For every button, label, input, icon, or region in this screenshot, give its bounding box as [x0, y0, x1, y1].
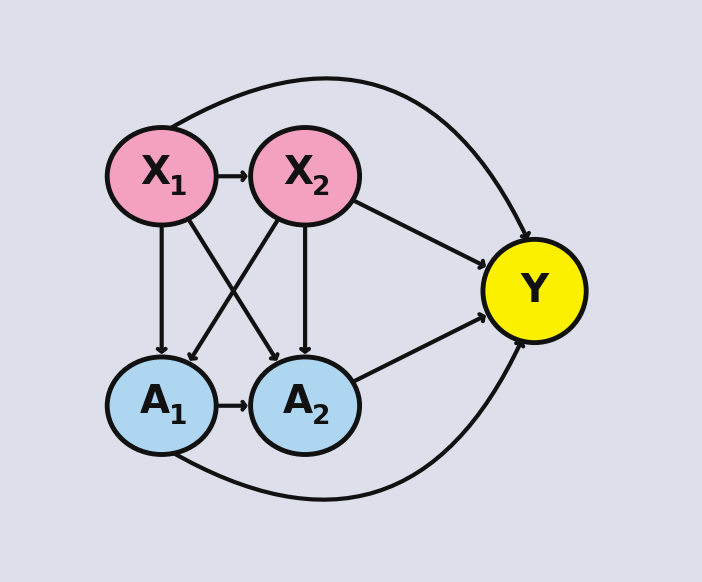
Text: 2: 2 [312, 175, 331, 201]
Text: A: A [140, 384, 170, 421]
Ellipse shape [107, 357, 216, 455]
Text: X: X [140, 154, 170, 192]
Text: 1: 1 [168, 175, 187, 201]
Text: X: X [283, 154, 313, 192]
Ellipse shape [251, 357, 359, 455]
Ellipse shape [483, 239, 586, 343]
Text: Y: Y [521, 272, 548, 310]
Ellipse shape [251, 127, 359, 225]
Ellipse shape [107, 127, 216, 225]
Text: A: A [283, 384, 313, 421]
Text: 2: 2 [312, 404, 331, 430]
Text: 1: 1 [168, 404, 187, 430]
